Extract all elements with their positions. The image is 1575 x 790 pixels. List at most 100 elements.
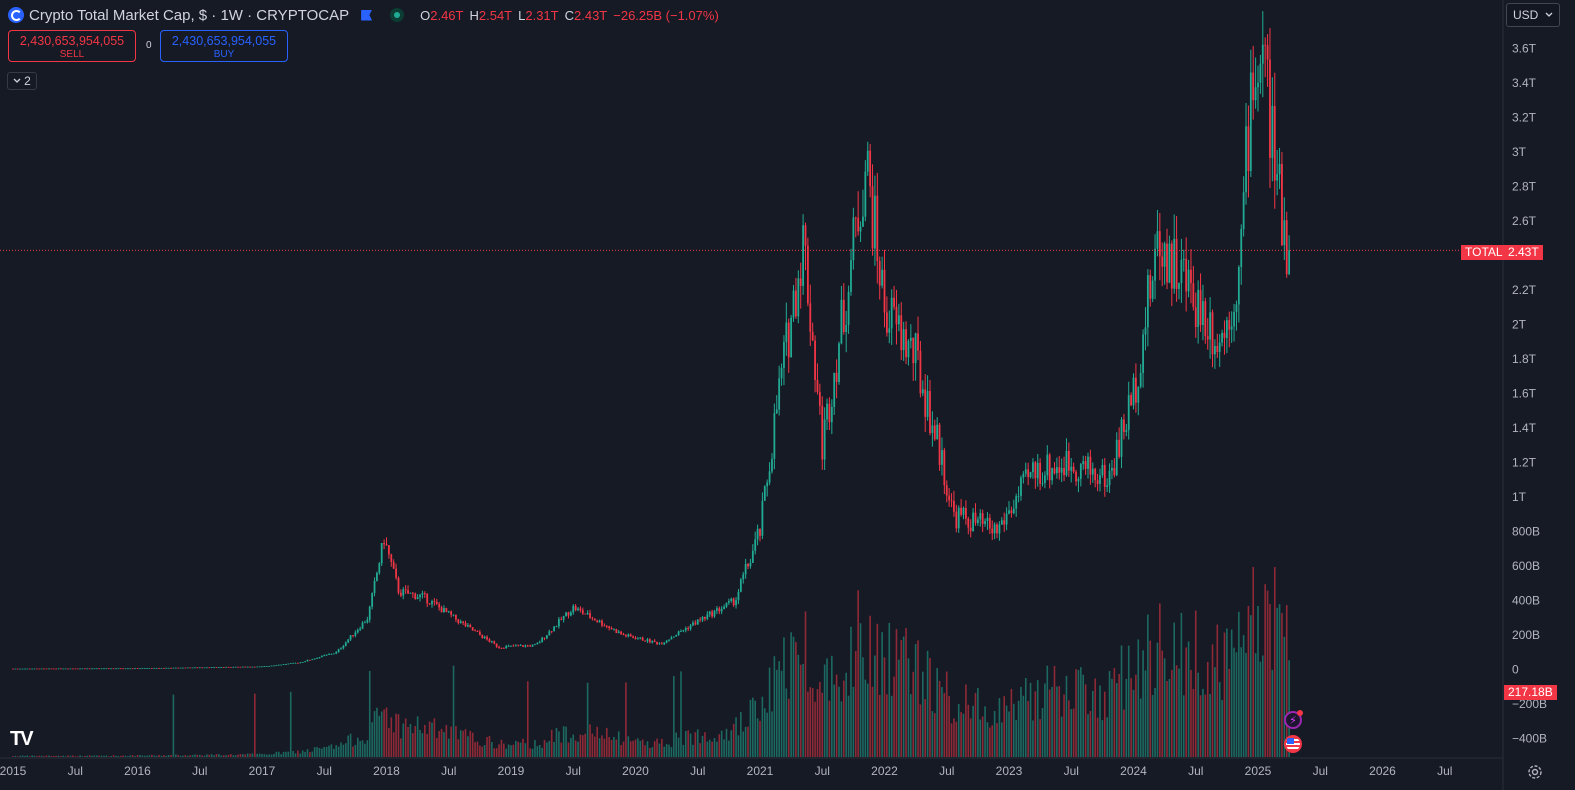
volume-bar [931, 711, 934, 757]
candle-body [957, 507, 960, 529]
volume-bar [919, 704, 922, 757]
candle-body [1060, 468, 1063, 473]
candle-body [991, 528, 994, 534]
volume-bar [28, 756, 31, 757]
volume-bar [397, 714, 400, 757]
volume-bar [325, 746, 328, 757]
candle-body [629, 634, 632, 637]
volume-bar [435, 737, 438, 757]
candle-body [383, 542, 386, 545]
volume-bar [730, 730, 733, 757]
time-axis[interactable]: 2015 Jul 2016 Jul 2017 Jul 2018 Jul 2019 Jul 2020 J… [0, 764, 1452, 778]
volume-bar [12, 756, 14, 757]
volume-bar [804, 611, 807, 757]
candle-body [332, 653, 335, 655]
candle-body [162, 667, 165, 669]
candle-body [455, 614, 457, 620]
candle-body [304, 661, 306, 663]
volume-bar [1022, 695, 1025, 757]
candle-body [234, 666, 237, 668]
candle-body [1264, 44, 1267, 46]
buy-price: 2,430,653,954,055 [171, 34, 277, 48]
volume-bar [766, 712, 768, 757]
volume-bar [1041, 708, 1044, 757]
volume-bar [862, 657, 864, 757]
volume-bar [629, 741, 632, 757]
volume-bar [383, 709, 385, 757]
volume-bar [194, 754, 196, 757]
candle-body [534, 644, 536, 646]
buy-button[interactable]: 2,430,653,954,055 BUY [160, 30, 288, 62]
volume-bar [438, 731, 440, 757]
volume-bar [910, 694, 912, 757]
candle-body [1000, 520, 1003, 525]
volume-bar [565, 726, 567, 757]
gear-icon[interactable] [1526, 763, 1544, 781]
volume-bar [1001, 722, 1003, 757]
volume-bar [735, 717, 737, 757]
candle-body [297, 662, 299, 664]
volume-bar [1154, 687, 1156, 757]
us-flag-event-icon[interactable] [1284, 735, 1302, 753]
volume-bar [414, 726, 417, 757]
candle-body [1084, 461, 1087, 469]
flag-icon[interactable] [361, 9, 373, 21]
price-tick-label: 1.6T [1512, 387, 1537, 401]
volume-bar [744, 726, 747, 757]
volume-bar [19, 755, 21, 757]
candle-body [979, 513, 982, 520]
candle-body [969, 527, 972, 532]
volume-bar [88, 755, 91, 757]
candle-body [818, 391, 821, 406]
currency-select[interactable]: USD [1506, 3, 1560, 27]
volume-bar [1053, 666, 1056, 757]
candle-body [656, 641, 658, 645]
sell-button[interactable]: 2,430,653,954,055 SELL [8, 30, 136, 62]
market-status-icon[interactable] [390, 8, 405, 22]
candle-body [672, 636, 675, 638]
candle-body [962, 507, 965, 515]
volume-bar [816, 689, 819, 757]
candle-body [76, 668, 79, 670]
low-label: L [518, 7, 526, 23]
candle-body [766, 482, 769, 487]
candle-body [1139, 372, 1142, 387]
volume-bar [1238, 611, 1240, 757]
volume-bar [747, 726, 749, 757]
volume-bar [1194, 610, 1197, 757]
volume-bar [989, 727, 991, 757]
candle-body [708, 611, 711, 615]
volume-bar [526, 681, 529, 757]
price-axis[interactable]: 3.6T3.4T3.2T3T2.8T2.6T2.4T2.2T2T1.8T1.6T… [1512, 42, 1547, 746]
candle-body [541, 637, 544, 643]
tradingview-logo-icon[interactable]: TV [10, 728, 34, 750]
candle-body [1046, 454, 1049, 476]
volume-bar [1103, 691, 1106, 757]
indicators-collapse-button[interactable]: 2 [7, 72, 37, 90]
volume-bar [122, 755, 124, 757]
symbol-title[interactable]: Crypto Total Market Cap, $ · 1W · CRYPTO… [29, 6, 350, 24]
volume-bar [1137, 639, 1140, 757]
volume-bar [1101, 720, 1104, 757]
flash-event-icon[interactable]: ⚡ [1284, 710, 1303, 729]
candle-body [778, 378, 781, 410]
volume-bar [807, 691, 809, 757]
volume-bar [361, 740, 364, 757]
volume-bar [103, 755, 105, 757]
volume-bar [1182, 695, 1185, 757]
candle-body [431, 601, 433, 605]
volume-bar [582, 735, 584, 757]
candle-body [677, 631, 680, 635]
volume-bar [1218, 682, 1221, 757]
volume-bar [692, 744, 694, 757]
time-tick-label: 2024 [1120, 764, 1147, 778]
candle-body [227, 666, 230, 668]
volume-bar [701, 735, 704, 757]
volume-bar [1029, 682, 1032, 757]
volume-bar [1175, 665, 1178, 757]
candle-body [936, 424, 939, 440]
candle-body [569, 612, 572, 616]
candle-body [866, 150, 869, 172]
candle-body [136, 668, 139, 670]
